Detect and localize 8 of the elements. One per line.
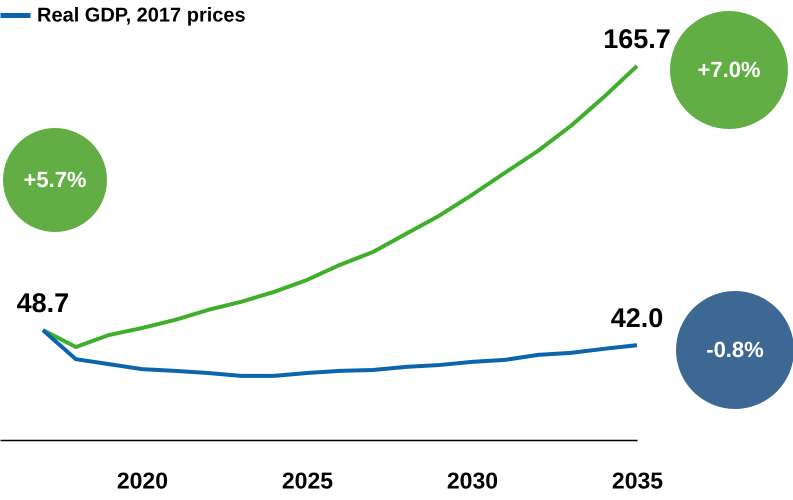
x-tick-label: 2020	[116, 468, 168, 494]
data-label: 48.7	[16, 288, 70, 318]
x-tick-label: 2030	[446, 468, 498, 494]
x-tick-label: 2035	[612, 468, 664, 494]
data-label: 165.7	[603, 24, 671, 54]
data-label: 42.0	[610, 303, 664, 334]
x-tick-label: 2025	[282, 468, 334, 494]
legend-label: Real GDP, 2017 prices	[37, 4, 246, 26]
